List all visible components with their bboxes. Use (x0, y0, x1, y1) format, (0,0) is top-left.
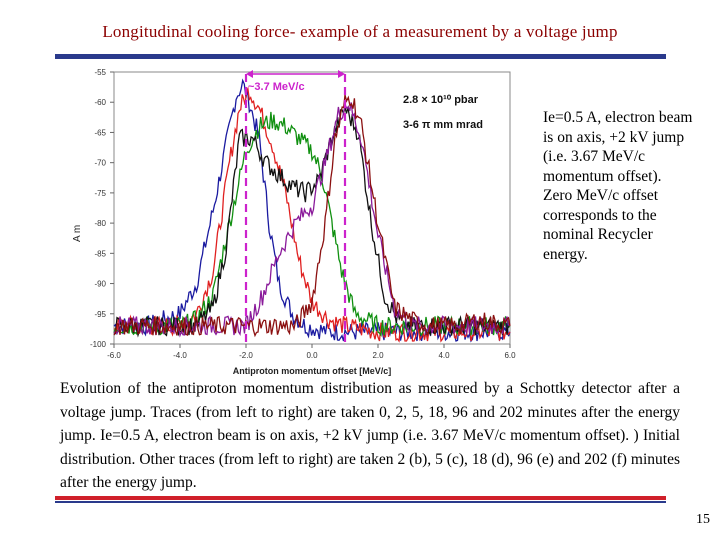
x-tick-label: 2.0 (372, 351, 384, 360)
page-number: 15 (696, 512, 710, 527)
x-tick-label: 0.0 (306, 351, 318, 360)
y-tick-label: -80 (94, 219, 106, 228)
series-line-96-min (113, 102, 511, 338)
y-tick-label: -100 (90, 340, 107, 349)
x-tick-label: 6.0 (504, 351, 516, 360)
y-tick-label: -65 (94, 128, 106, 137)
y-tick-label: -75 (94, 189, 106, 198)
y-tick-label: -95 (94, 310, 106, 319)
figure-caption: Evolution of the antiproton momentum dis… (60, 380, 680, 491)
offset-annotation: ~3.7 MeV/c (248, 81, 305, 93)
y-tick-label: -70 (94, 159, 106, 168)
y-tick-label: -90 (94, 280, 106, 289)
pbar-annotation: 2.8 × 10¹⁰ pbar (403, 94, 479, 106)
momentum-distribution-chart: -55 -60 -65 -70 -75 -80 -85 -90 -95 -100 -6.0 -4.0… (62, 62, 522, 382)
x-tick-label: -2.0 (239, 351, 253, 360)
series-line-202-min (113, 94, 511, 338)
x-tick-label: -4.0 (173, 351, 187, 360)
x-tick-label: -6.0 (107, 351, 121, 360)
y-tick-label: -85 (94, 249, 106, 258)
title-underline-bar (55, 54, 666, 59)
emittance-annotation: 3-6 π mm mrad (403, 119, 483, 131)
plot-background (62, 62, 522, 382)
x-axis-label: Antiproton momentum offset [MeV/c] (233, 366, 392, 376)
offset-arrow-head-left (246, 70, 253, 78)
footer-bar-red (55, 496, 666, 500)
footer-bar-blue (55, 501, 666, 503)
y-axis-label: A m (72, 225, 83, 242)
x-tick-label: 4.0 (438, 351, 450, 360)
slide-title: Longitudinal cooling force- example of a… (102, 22, 618, 41)
side-note: Ie=0.5 A, electron beam is on axis, +2 k… (543, 109, 693, 263)
y-tick-label: -60 (94, 98, 106, 107)
series-line-18-min (113, 107, 511, 338)
y-tick-label: -55 (94, 68, 106, 77)
offset-arrow-head-right (338, 70, 345, 78)
